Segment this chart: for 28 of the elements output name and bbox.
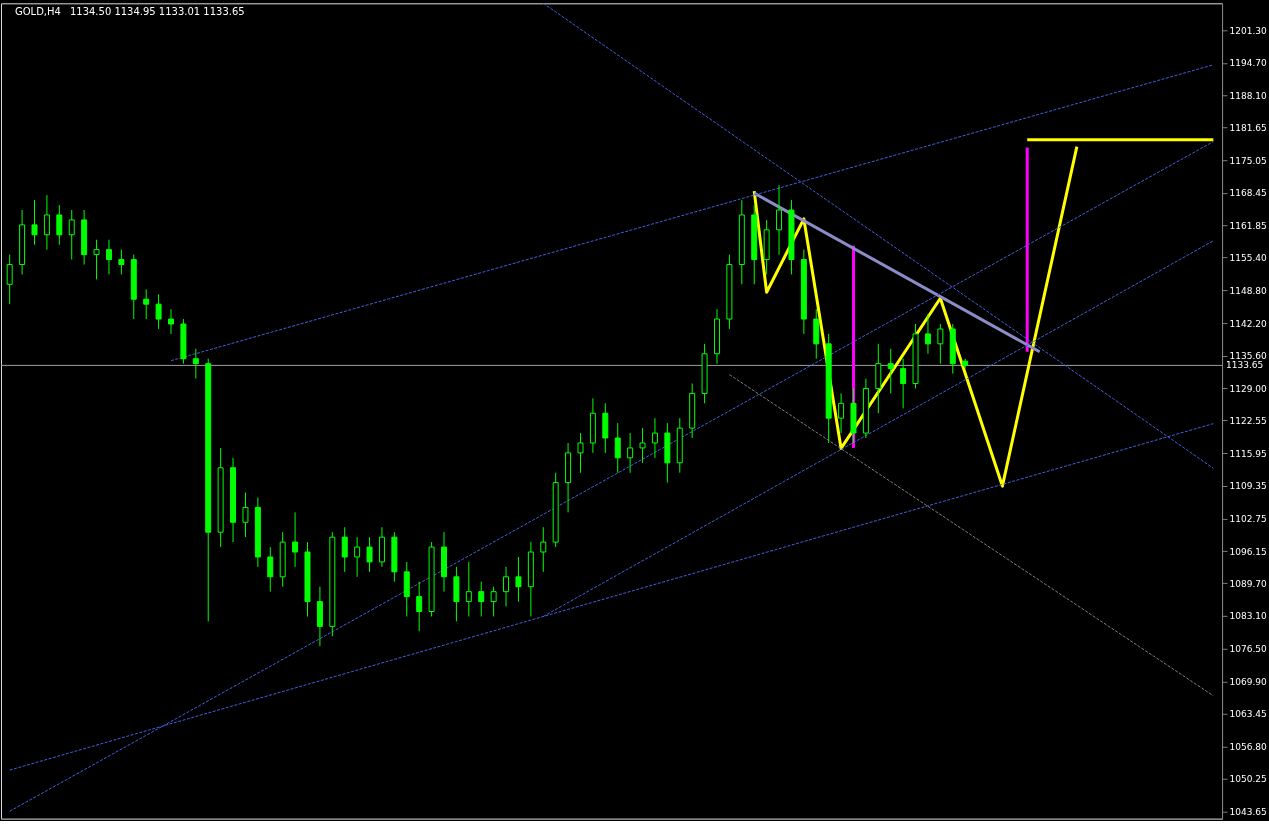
y-tick-label: 1069.90 xyxy=(1229,676,1267,687)
y-tick-label: 1109.35 xyxy=(1229,481,1267,492)
y-tick-label: 1122.55 xyxy=(1229,415,1267,426)
y-tick-label: 1129.00 xyxy=(1229,383,1267,394)
ref-line-label: 1133.65 xyxy=(1226,360,1264,371)
y-tick-label: 1056.80 xyxy=(1229,741,1267,752)
y-tick-label: 1188.10 xyxy=(1229,91,1267,102)
y-tick-label: 1102.75 xyxy=(1229,514,1267,525)
y-tick-label: 1115.95 xyxy=(1229,448,1267,459)
y-tick-label: 1168.45 xyxy=(1229,188,1267,199)
y-tick-label: 1201.30 xyxy=(1229,25,1267,36)
y-tick-label: 1063.45 xyxy=(1229,708,1267,719)
y-tick-label: 1083.10 xyxy=(1229,611,1267,622)
y-tick-label: 1148.80 xyxy=(1229,285,1267,296)
chart-title: GOLD,H4 xyxy=(14,6,61,18)
y-tick-label: 1161.85 xyxy=(1229,221,1267,232)
y-tick-label: 1194.70 xyxy=(1229,58,1267,69)
chart-subtitle: 1134.50 1134.95 1133.01 1133.65 xyxy=(69,6,245,18)
y-tick-label: 1043.65 xyxy=(1229,806,1267,817)
y-tick-label: 1175.05 xyxy=(1229,155,1267,166)
y-tick-label: 1135.60 xyxy=(1229,351,1267,362)
y-tick-label: 1181.65 xyxy=(1229,122,1267,133)
y-tick-label: 1089.70 xyxy=(1229,578,1267,589)
y-tick-label: 1142.20 xyxy=(1229,318,1267,329)
y-tick-label: 1050.25 xyxy=(1229,774,1267,785)
y-tick-label: 1076.50 xyxy=(1229,644,1267,655)
y-tick-label: 1096.15 xyxy=(1229,546,1267,557)
y-tick-label: 1155.40 xyxy=(1229,253,1267,264)
